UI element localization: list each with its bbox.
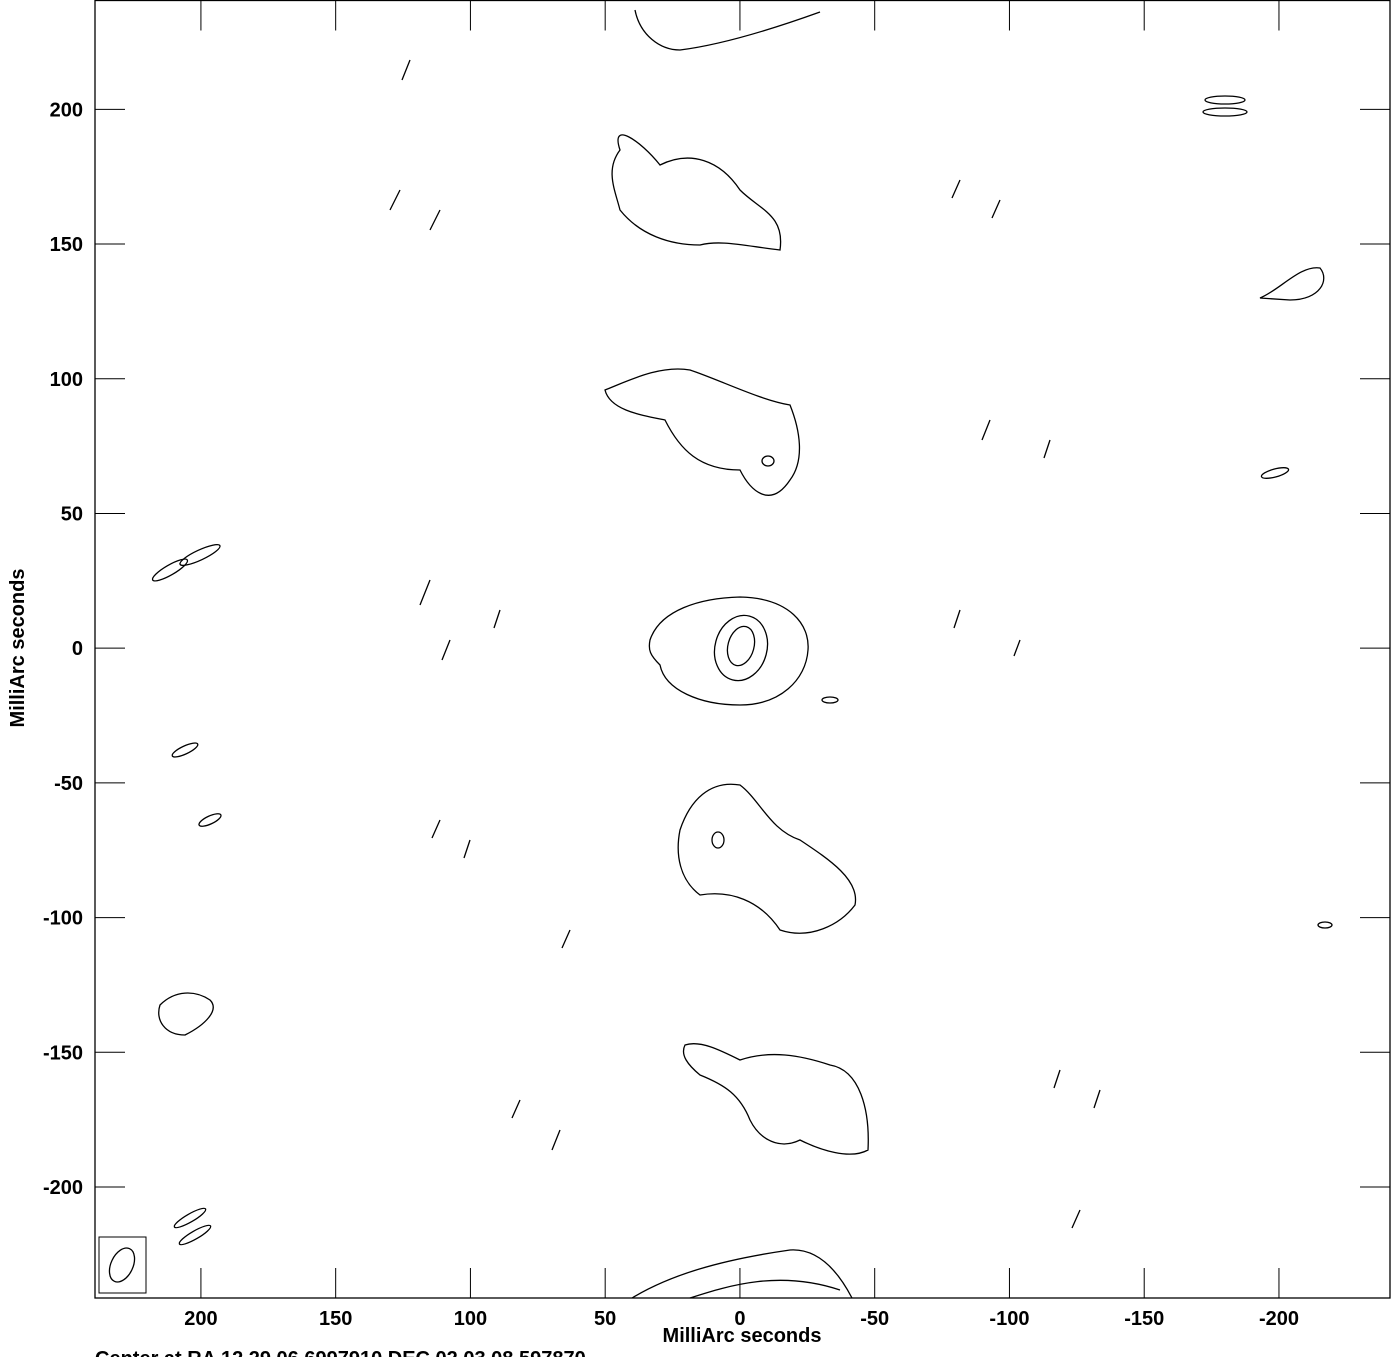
contour: [1259, 267, 1325, 301]
contour: [726, 625, 756, 667]
x-tick-label: -200: [1259, 1308, 1299, 1330]
y-tick-label: 150: [50, 234, 83, 256]
contour: [761, 455, 775, 467]
x-tick-label: -50: [860, 1308, 889, 1330]
contour: [389, 59, 1101, 1229]
x-tick-label: 100: [454, 1308, 487, 1330]
contour: [171, 742, 199, 758]
contour: [689, 1279, 841, 1299]
beam-box: [98, 1236, 147, 1294]
contour: [1317, 921, 1333, 929]
contour: [1202, 107, 1248, 117]
x-tick-label: 50: [594, 1308, 616, 1330]
contour: [648, 596, 809, 706]
plot-frame: [94, 0, 1391, 1299]
x-tick-label: 0: [734, 1308, 745, 1330]
beam: [108, 1247, 136, 1283]
x-tick-label: -150: [1124, 1308, 1164, 1330]
contour: [179, 544, 221, 566]
contour: [821, 696, 839, 704]
contour: [151, 558, 189, 582]
y-tick-label: 0: [72, 638, 83, 660]
y-tick-label: -100: [43, 908, 83, 930]
contour: [677, 783, 857, 934]
contour: [158, 992, 214, 1036]
contour: [634, 9, 821, 51]
y-tick-label: 200: [50, 99, 83, 121]
x-tick-label: -100: [989, 1308, 1029, 1330]
contour: [198, 813, 222, 827]
y-tick-label: 50: [61, 503, 83, 525]
contours: [151, 9, 1333, 1299]
contour: [711, 831, 725, 849]
y-tick-label: -50: [54, 773, 83, 795]
footer: Center at RA 12 29 06.6997910 DEC 02 03 …: [95, 1348, 586, 1357]
y-axis-label: MilliArc seconds: [7, 569, 29, 728]
contour: [173, 1207, 207, 1229]
x-tick-label: 150: [319, 1308, 352, 1330]
contour: [1204, 95, 1246, 105]
contour: [631, 1249, 853, 1299]
contour: [604, 368, 801, 496]
contour: [682, 1043, 869, 1155]
contour: [713, 614, 769, 682]
contour: [611, 134, 782, 251]
x-axis-label: MilliArc seconds: [663, 1325, 822, 1347]
y-tick-label: 100: [50, 369, 83, 391]
y-tick-label: -150: [43, 1042, 83, 1064]
contour: [1260, 467, 1290, 479]
y-tick-label: -200: [43, 1177, 83, 1199]
x-tick-label: 200: [184, 1308, 217, 1330]
contour: [178, 1224, 212, 1246]
